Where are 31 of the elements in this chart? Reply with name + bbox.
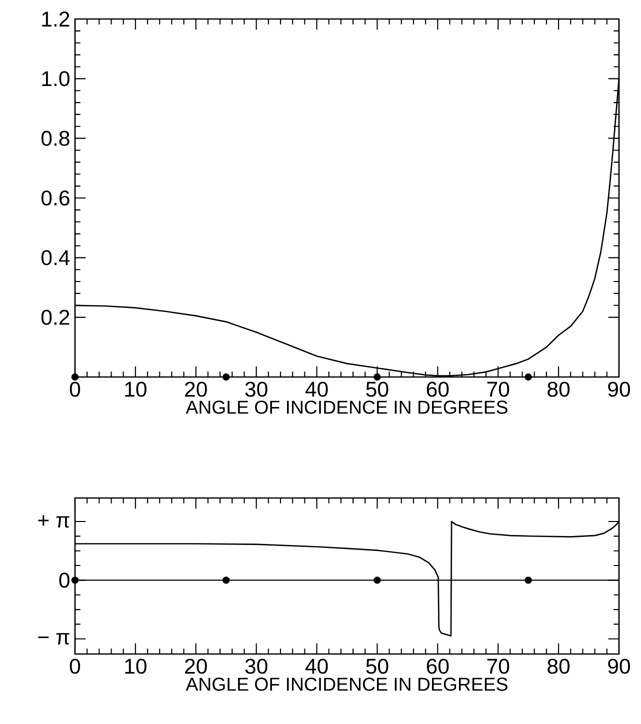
x-tick-label: 40 [305, 658, 328, 674]
y-tick-label: − π [38, 633, 70, 645]
y-tick-label: + π [38, 515, 70, 528]
y-tick-label: 0.6 [41, 190, 70, 206]
x-tick-label: 20 [185, 382, 207, 397]
x-tick-label: 10 [125, 382, 146, 397]
x-tick-label: 50 [366, 658, 388, 674]
y-tick-label: 0 [59, 572, 70, 588]
x-tick-label: 60 [426, 658, 449, 674]
x-tick-label: 30 [245, 382, 268, 397]
x-tick-label: 90 [608, 382, 630, 397]
x-tick-label: 50 [366, 382, 388, 397]
x-tick-label: 0 [70, 658, 80, 674]
y-tick-label: 0.8 [41, 130, 70, 146]
x-tick-label: 30 [245, 658, 268, 674]
x-tick-label: 70 [487, 382, 510, 397]
x-axis-title: ANGLE OF INCIDENCE IN DEGREES [186, 678, 508, 691]
x-tick-label: 10 [125, 658, 146, 674]
x-tick-label: 70 [487, 658, 510, 674]
x-tick-label: 80 [548, 382, 570, 397]
x-axis-title: ANGLE OF INCIDENCE IN DEGREES [186, 400, 508, 414]
y-tick-label: 0.4 [41, 250, 70, 266]
y-tick-label: 1.2 [42, 12, 70, 26]
y-tick-label: 1.0 [42, 71, 70, 86]
x-tick-label: 80 [548, 658, 570, 674]
y-tick-label: 0.2 [41, 310, 70, 325]
x-tick-label: 90 [608, 658, 630, 674]
x-tick-label: 0 [70, 382, 80, 397]
x-tick-label: 40 [305, 382, 328, 397]
x-tick-label: 60 [426, 382, 449, 397]
x-tick-label: 20 [185, 658, 207, 674]
